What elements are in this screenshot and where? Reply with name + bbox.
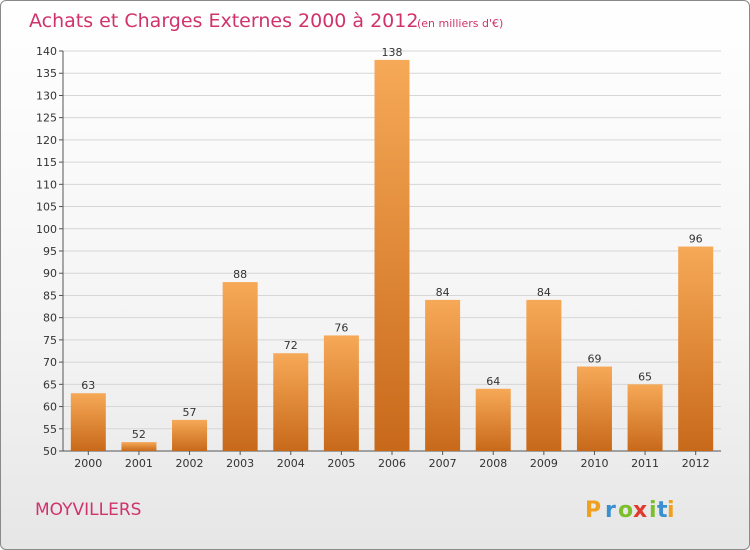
data-label: 69 [587, 353, 601, 366]
data-label: 72 [284, 339, 298, 352]
bar [627, 384, 663, 451]
bar [70, 393, 106, 451]
bar [273, 353, 309, 451]
data-label: 52 [132, 428, 146, 441]
x-tick-label: 2004 [277, 457, 305, 470]
x-tick-label: 2011 [631, 457, 659, 470]
data-label: 84 [436, 286, 450, 299]
logo-letter: o [618, 498, 633, 523]
data-label: 96 [689, 233, 703, 246]
y-tick-label: 90 [43, 267, 57, 280]
y-tick-label: 120 [36, 134, 57, 147]
x-tick-label: 2010 [580, 457, 608, 470]
data-label: 88 [233, 268, 247, 281]
bar [526, 299, 562, 451]
x-tick-label: 2006 [378, 457, 406, 470]
y-tick-label: 70 [43, 356, 57, 369]
logo-letter: P [585, 498, 601, 523]
x-tick-label: 2003 [226, 457, 254, 470]
y-tick-label: 75 [43, 334, 57, 347]
bar [121, 442, 157, 451]
y-tick-label: 55 [43, 423, 57, 436]
y-tick-label: 80 [43, 312, 57, 325]
logo-letter: i [667, 498, 675, 523]
logo-letter: i [649, 498, 657, 523]
bar [475, 388, 511, 451]
bar [576, 366, 612, 451]
data-label: 84 [537, 286, 551, 299]
y-tick-label: 125 [36, 112, 57, 125]
y-axis-ticks: 50 55 60 65 70 75 80 85 90 95 100 105 110 115 120 125 13… [36, 45, 63, 458]
logo-letter: t [657, 498, 668, 523]
y-tick-label: 60 [43, 401, 57, 414]
data-label: 138 [382, 46, 403, 59]
x-tick-label: 2001 [125, 457, 153, 470]
logo-letter: x [633, 498, 647, 523]
y-tick-label: 115 [36, 156, 57, 169]
data-label: 57 [183, 406, 197, 419]
x-tick-label: 2009 [530, 457, 558, 470]
logo-letter: r [605, 498, 616, 523]
x-axis-ticks: 2000 2001 2002 2003 2004 2005 2006 2007 2008 2009… [74, 451, 710, 470]
chart-title: Achats et Charges Externes 2000 à 2012 [29, 10, 418, 32]
bar [374, 59, 410, 452]
y-tick-label: 110 [36, 178, 57, 191]
y-tick-label: 65 [43, 378, 57, 391]
bar [323, 335, 359, 451]
x-tick-label: 2000 [74, 457, 102, 470]
y-tick-label: 130 [36, 89, 57, 102]
y-tick-label: 100 [36, 223, 57, 236]
data-label: 63 [81, 379, 95, 392]
y-tick-label: 95 [43, 245, 57, 258]
y-tick-label: 140 [36, 45, 57, 58]
y-tick-label: 135 [36, 67, 57, 80]
bar [222, 282, 258, 451]
data-label: 65 [638, 370, 652, 383]
bars: 63 52 57 88 72 76 138 84 64 84 69 65 96 [70, 46, 714, 452]
commune-name: MOYVILLERS [35, 500, 141, 520]
bar [678, 246, 714, 451]
x-tick-label: 2008 [479, 457, 507, 470]
x-tick-label: 2005 [327, 457, 355, 470]
y-tick-label: 50 [43, 445, 57, 458]
bar [425, 299, 461, 451]
y-tick-label: 105 [36, 201, 57, 214]
x-tick-label: 2012 [682, 457, 710, 470]
chart-subtitle: (en milliers d'€) [417, 17, 503, 30]
bar [172, 419, 208, 451]
data-label: 76 [334, 321, 348, 334]
y-tick-label: 85 [43, 289, 57, 302]
x-tick-label: 2002 [176, 457, 204, 470]
x-tick-label: 2007 [429, 457, 457, 470]
data-label: 64 [486, 375, 500, 388]
